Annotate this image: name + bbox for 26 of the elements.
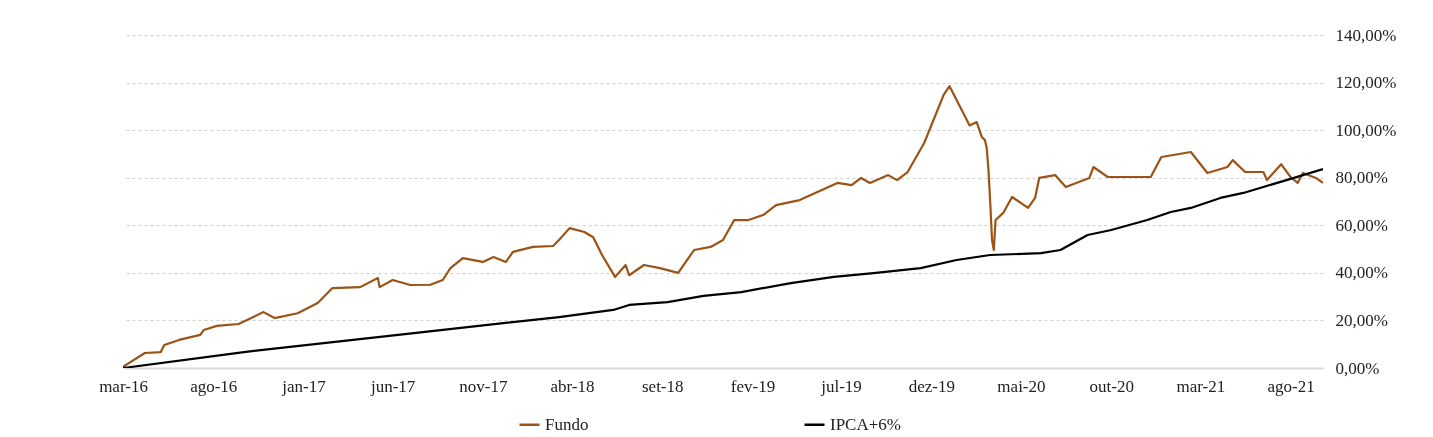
x-tick-label: fev-19	[730, 376, 776, 396]
x-tick-label: abr-18	[550, 376, 595, 396]
y2-tick-label: 100,00%	[1335, 120, 1397, 140]
y2-tick-label: 40,00%	[1335, 263, 1388, 283]
x-tick-label: out-20	[1089, 376, 1134, 396]
x-tick-label: nov-17	[459, 376, 508, 396]
y2-tick-label: 0,00%	[1335, 358, 1380, 378]
y2-tick-label: 80,00%	[1335, 168, 1388, 188]
x-tick-label: ago-16	[190, 376, 238, 396]
legend-label: Fundo	[545, 414, 589, 434]
legend-label: IPCA+6%	[830, 414, 901, 434]
x-tick-label: jun-17	[369, 376, 416, 396]
x-tick-label: set-18	[641, 376, 684, 396]
x-tick-label: jul-19	[820, 376, 862, 396]
y2-tick-label: 60,00%	[1335, 215, 1388, 235]
y2-tick-label: 20,00%	[1335, 310, 1388, 330]
x-tick-label: ago-21	[1267, 376, 1315, 396]
y2-tick-label: 140,00%	[1335, 25, 1397, 45]
line-series	[123, 168, 1323, 368]
y2-tick-label: 120,00%	[1335, 73, 1397, 93]
x-tick-label: jan-17	[281, 376, 327, 396]
x-tick-label: mar-21	[1176, 376, 1226, 396]
x-tick-label: dez-19	[908, 376, 955, 396]
x-tick-label: mar-16	[99, 376, 148, 396]
line-series	[123, 85, 1323, 368]
x-tick-label: mai-20	[997, 376, 1046, 396]
